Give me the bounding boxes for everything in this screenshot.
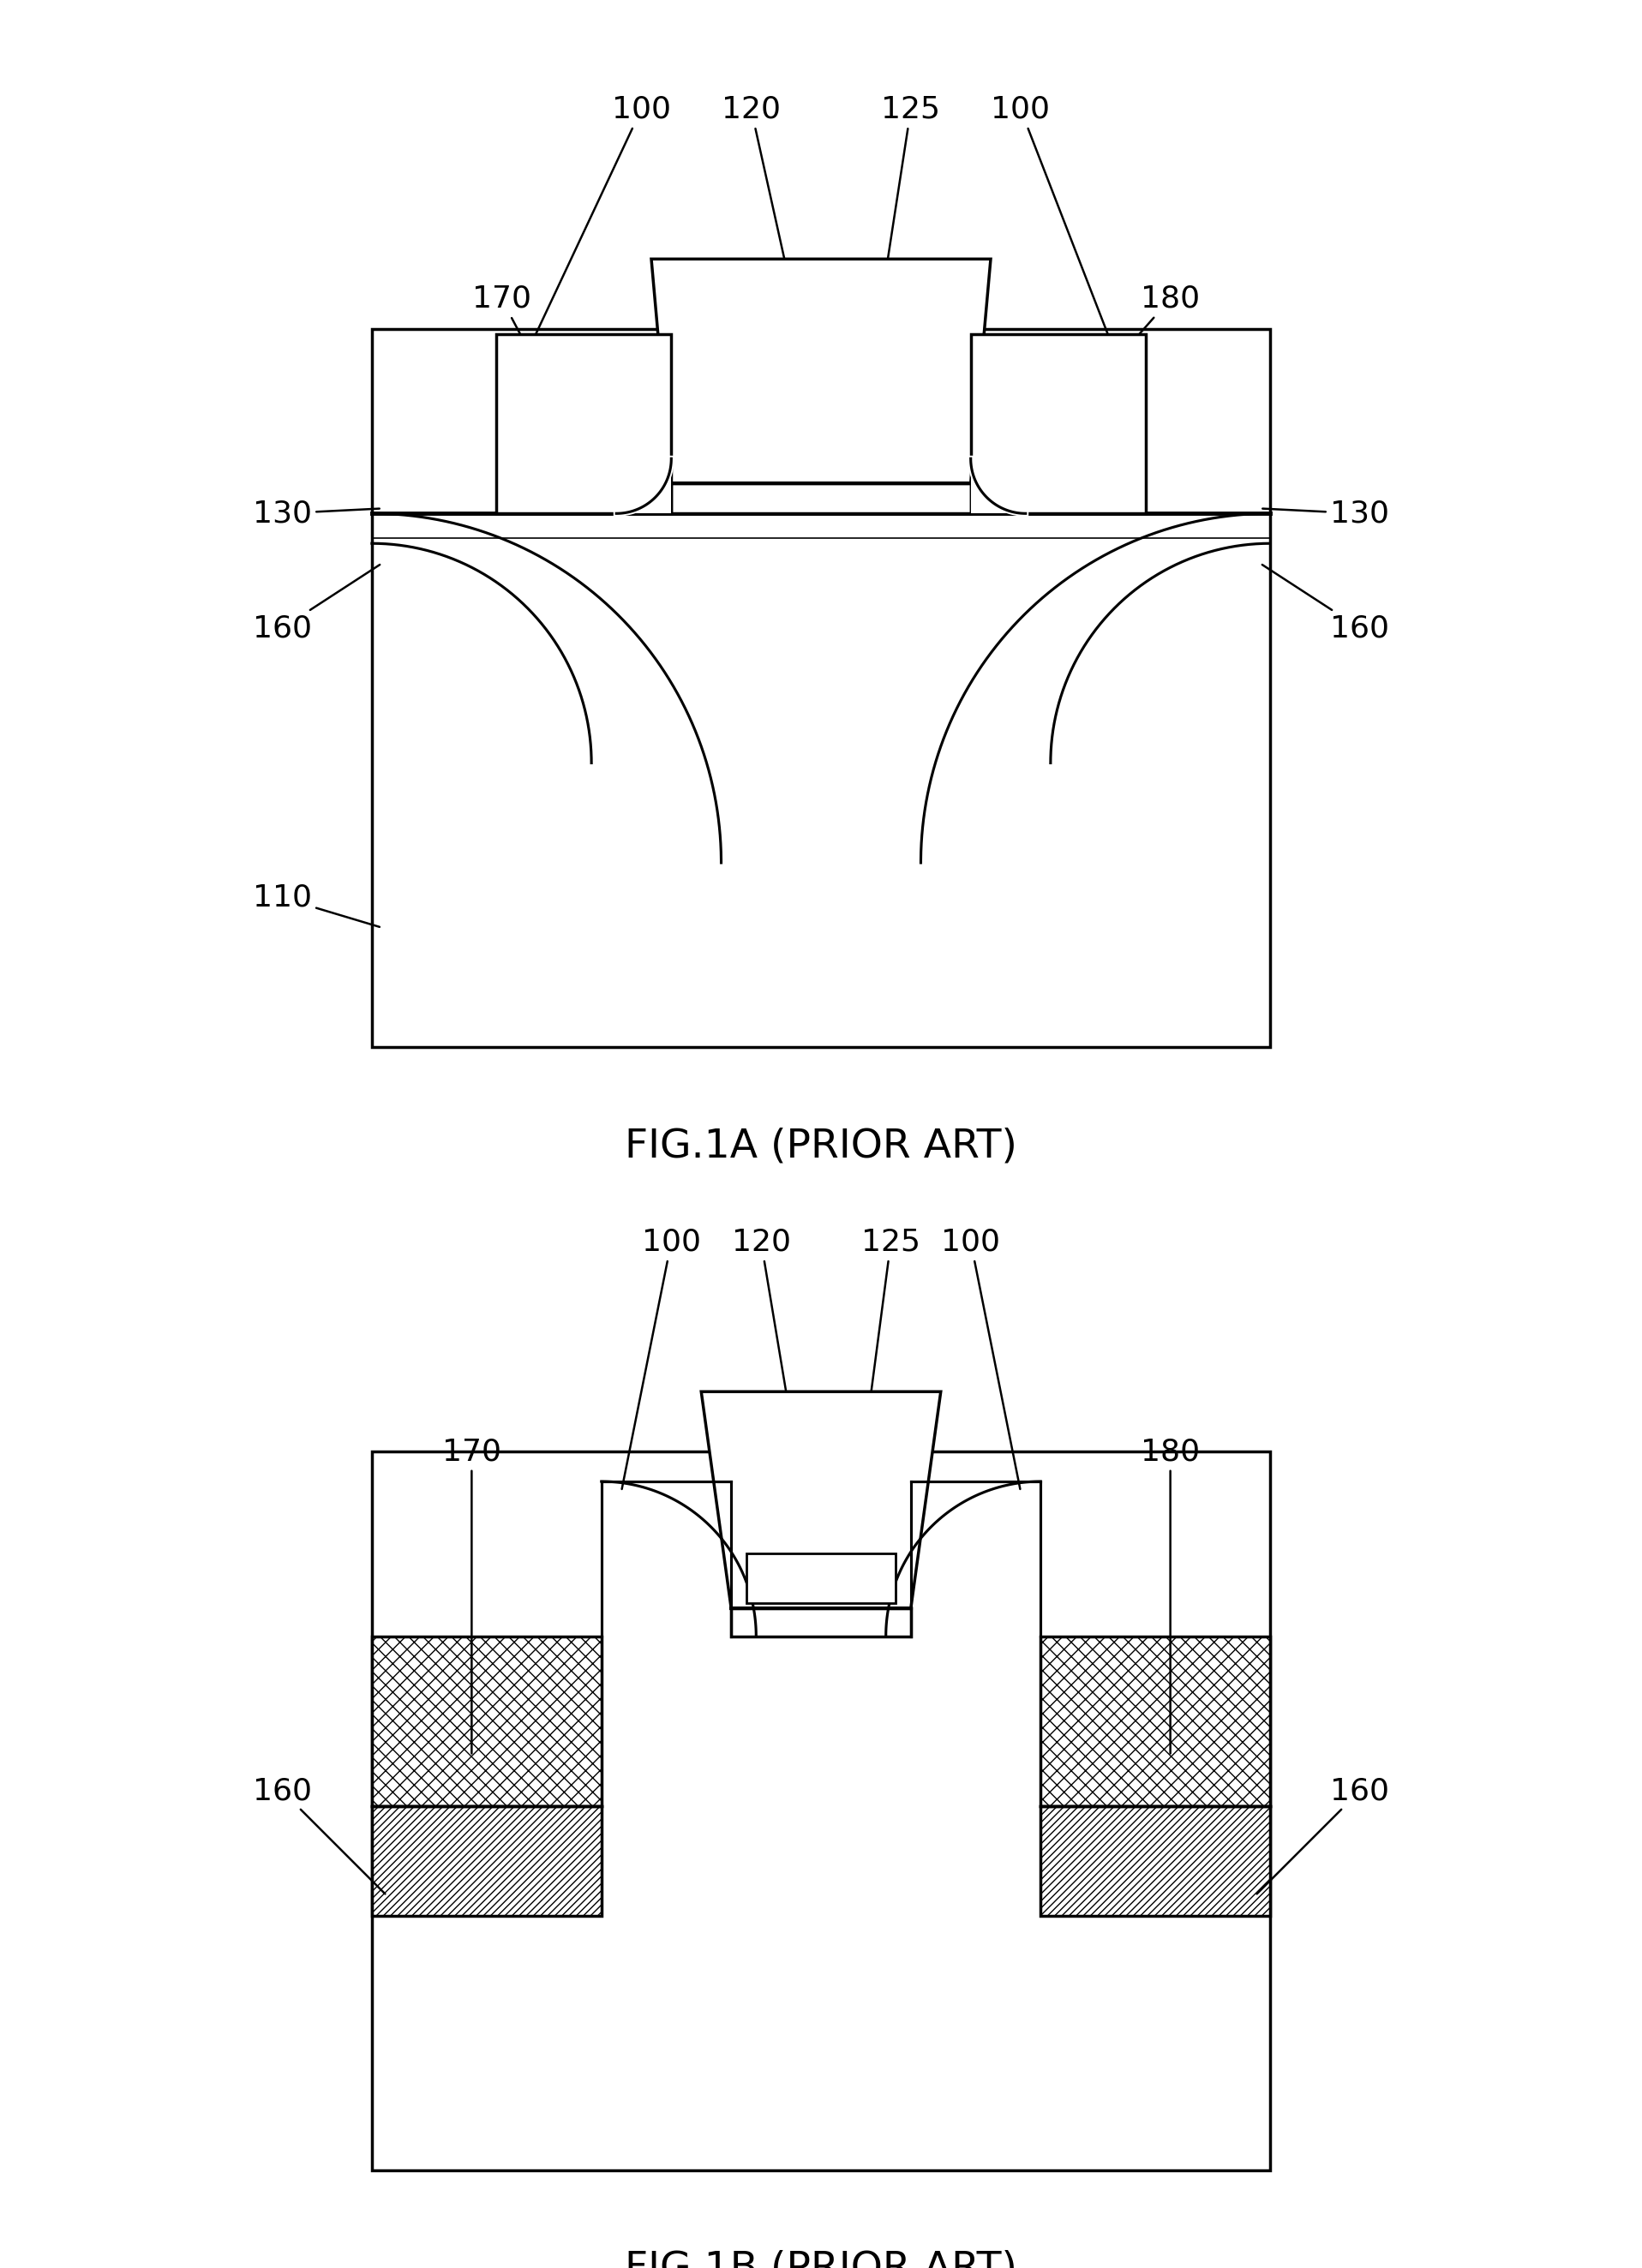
Text: 100: 100 [527,95,672,352]
Bar [616,458,672,513]
Bar [496,333,672,513]
Bar [1041,1805,1271,1916]
Text: 170: 170 [442,1438,501,1753]
Text: 130: 130 [1263,499,1389,528]
Text: 125: 125 [841,1227,921,1619]
Polygon shape [652,259,990,483]
Bar [371,1805,601,1916]
Bar [371,1452,1271,2170]
Bar [970,458,1026,513]
Bar [371,1635,601,1805]
Text: 180: 180 [1141,1438,1200,1753]
Text: 120: 120 [721,95,790,286]
Text: 100: 100 [941,1227,1020,1490]
Text: FIG.1B (PRIOR ART): FIG.1B (PRIOR ART) [626,2250,1016,2268]
Bar [1041,1635,1271,1805]
Text: 160: 160 [1263,565,1389,642]
Bar [745,1554,897,1603]
Text: 170: 170 [471,284,545,381]
Text: 180: 180 [1097,284,1200,381]
Text: FIG.1A (PRIOR ART): FIG.1A (PRIOR ART) [626,1127,1016,1166]
Bar [672,483,970,513]
Text: 110: 110 [253,882,379,928]
Text: 160: 160 [1256,1776,1389,1894]
Text: 160: 160 [253,1776,386,1894]
Bar [731,1608,911,1635]
Polygon shape [701,1393,941,1608]
Bar [371,329,1271,1048]
Text: 100: 100 [992,95,1115,352]
Text: 130: 130 [253,499,379,528]
Bar [970,333,1146,513]
Text: 100: 100 [622,1227,701,1490]
Text: 160: 160 [253,565,379,642]
Text: 125: 125 [851,95,941,497]
Text: 120: 120 [732,1227,791,1420]
